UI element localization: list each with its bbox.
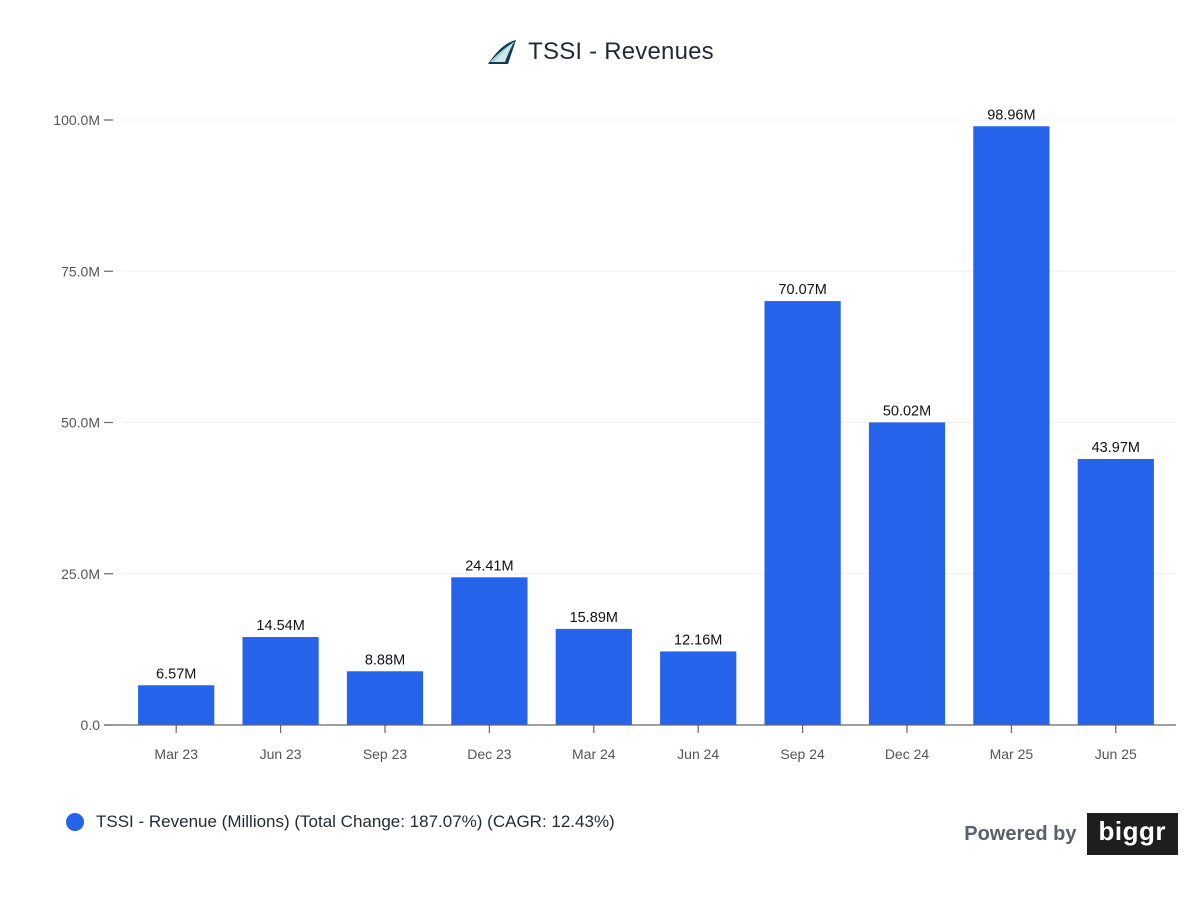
- y-tick-label: 50.0M: [61, 415, 100, 431]
- x-tick-label: Jun 23: [260, 746, 302, 762]
- value-labels: 6.57M 14.54M 8.88M 24.41M 15.89M 12.16M 70.07M…: [156, 107, 1140, 682]
- bar[interactable]: [555, 628, 632, 725]
- data-label: 15.89M: [570, 610, 618, 626]
- powered-by[interactable]: Powered by biggr: [964, 813, 1178, 855]
- data-label: 50.02M: [883, 403, 931, 419]
- y-tick-label: 100.0M: [53, 112, 100, 128]
- legend-label: TSSI - Revenue (Millions) (Total Change:…: [96, 812, 615, 831]
- x-tick-label: Sep 23: [363, 746, 408, 762]
- y-tick-label: 25.0M: [61, 566, 100, 582]
- data-label: 43.97M: [1092, 440, 1140, 456]
- chart-title: TSSI - Revenues: [528, 38, 714, 65]
- bar[interactable]: [764, 301, 841, 725]
- x-tick-label: Mar 25: [990, 746, 1034, 762]
- data-label: 6.57M: [156, 666, 196, 682]
- powered-by-text: Powered by: [964, 822, 1077, 845]
- x-axis: Mar 23 Jun 23 Sep 23 Dec 23 Mar 24 Jun 24 Sep …: [104, 724, 1176, 762]
- x-tick-label: Jun 24: [677, 746, 719, 762]
- y-axis: 0.0 25.0M 50.0M 75.0M 100.0M: [53, 112, 113, 733]
- bar-series: [138, 126, 1154, 726]
- data-label: 98.96M: [987, 107, 1035, 123]
- bar[interactable]: [868, 422, 946, 725]
- x-tick-label: Dec 24: [885, 746, 930, 762]
- bar[interactable]: [138, 685, 215, 725]
- data-label: 8.88M: [365, 652, 405, 668]
- bar[interactable]: [660, 651, 737, 725]
- bar-chart: 0.0 25.0M 50.0M 75.0M 100.0M 6.57M 14.54M 8.88…: [53, 107, 1176, 762]
- brand-logo[interactable]: biggr: [1086, 813, 1178, 855]
- x-tick-label: Mar 23: [154, 746, 198, 762]
- x-tick-label: Sep 24: [780, 746, 825, 762]
- legend[interactable]: TSSI - Revenue (Millions) (Total Change:…: [66, 812, 615, 832]
- y-tick-label: 75.0M: [61, 263, 100, 279]
- chart-title-bar: TSSI - Revenues: [0, 34, 1200, 70]
- x-tick-label: Dec 23: [467, 746, 512, 762]
- bar[interactable]: [242, 637, 319, 725]
- bar[interactable]: [346, 671, 424, 725]
- data-label: 24.41M: [465, 558, 513, 574]
- x-tick-label: Jun 25: [1095, 746, 1137, 762]
- x-tick-label: Mar 24: [572, 746, 616, 762]
- bar[interactable]: [451, 577, 528, 725]
- bar[interactable]: [973, 126, 1050, 726]
- data-label: 70.07M: [778, 282, 826, 298]
- legend-marker: [66, 813, 84, 831]
- data-label: 14.54M: [256, 618, 304, 634]
- data-label: 12.16M: [674, 632, 722, 648]
- y-tick-label: 0.0: [81, 717, 101, 733]
- bar[interactable]: [1077, 458, 1154, 725]
- page-curl-logo-icon: [488, 40, 517, 64]
